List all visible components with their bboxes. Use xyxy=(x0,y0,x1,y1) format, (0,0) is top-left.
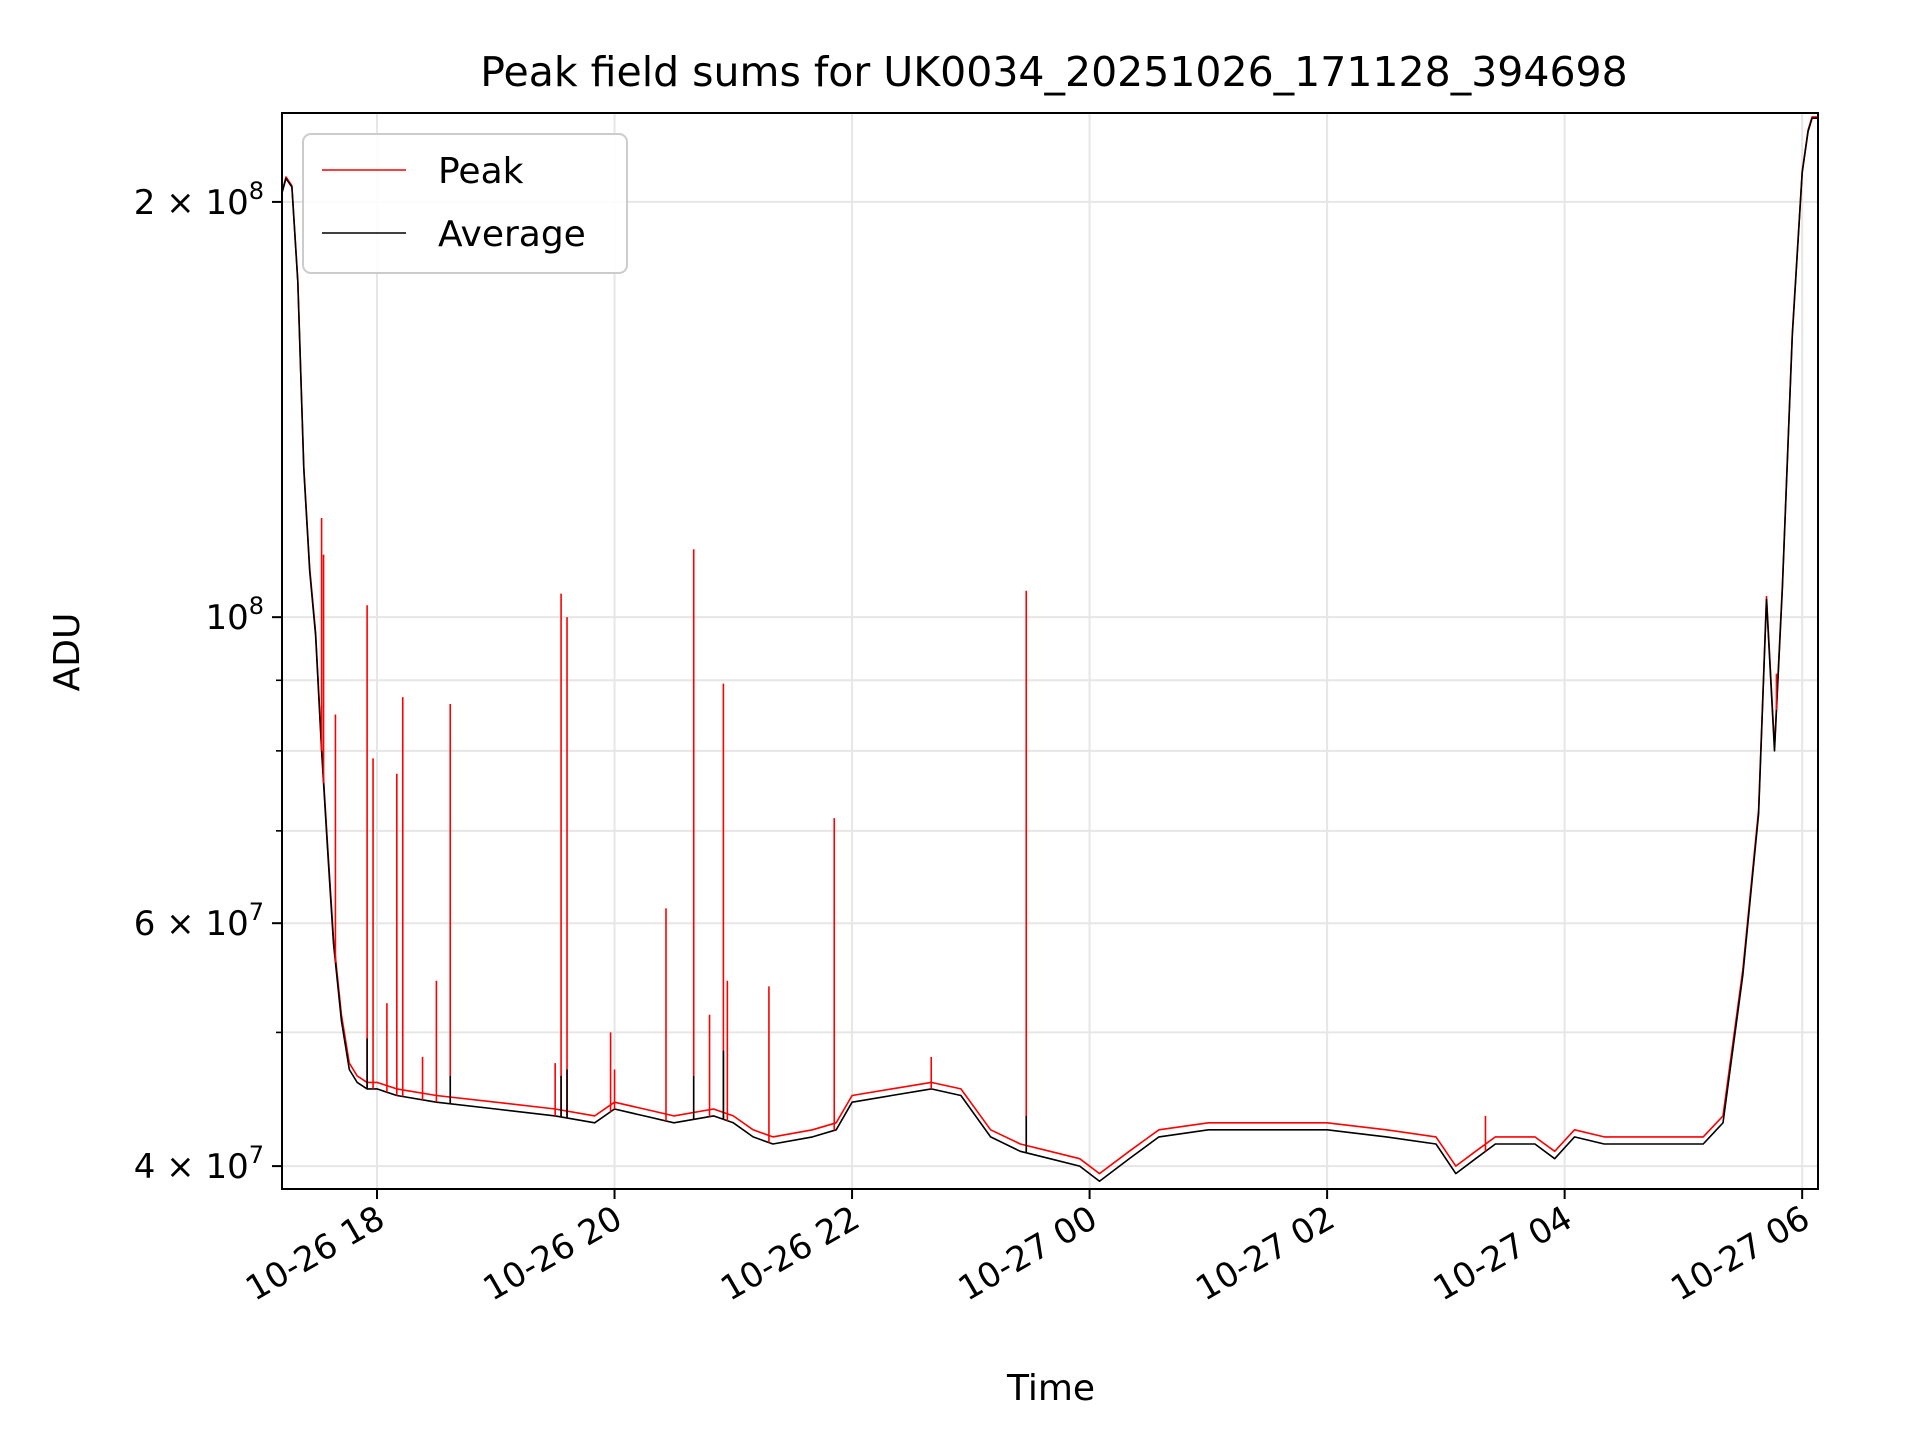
y-axis: 4 × 107 6 × 107 108 2 × 108 xyxy=(134,177,282,1187)
plot-frame xyxy=(281,112,1819,1190)
legend-label-average: Average xyxy=(438,214,586,255)
y-tick-label: 4 × 107 xyxy=(134,1141,264,1187)
average-line xyxy=(281,117,1818,1183)
x-axis-label: Time xyxy=(1006,1368,1095,1409)
peak-line xyxy=(281,116,1818,1175)
chart-title: Peak field sums for UK0034_20251026_1711… xyxy=(480,48,1627,96)
series-layer xyxy=(281,116,1818,1183)
legend-box xyxy=(302,133,628,274)
grid xyxy=(282,113,1818,1189)
y-tick-label: 6 × 107 xyxy=(134,898,264,944)
legend: Peak Average xyxy=(302,133,628,274)
y-axis-label: ADU xyxy=(47,613,88,692)
y-tick-label: 108 xyxy=(205,592,264,638)
y-tick-label: 2 × 108 xyxy=(134,177,264,223)
legend-label-peak: Peak xyxy=(438,151,524,192)
